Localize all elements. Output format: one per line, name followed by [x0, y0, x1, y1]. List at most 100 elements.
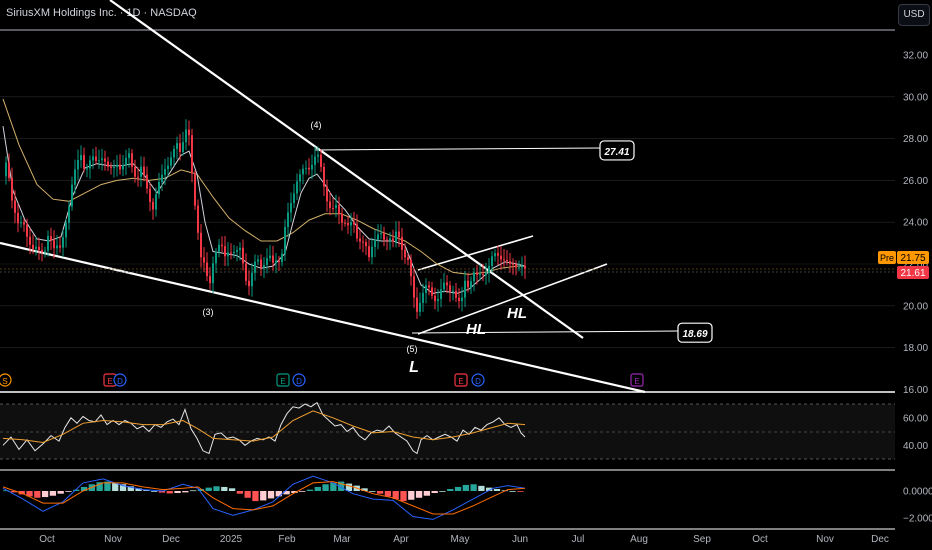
candle-body	[263, 264, 265, 268]
candle-body	[158, 181, 160, 195]
x-tick-label: Sep	[693, 534, 711, 545]
candle-body	[14, 200, 16, 213]
event-marker[interactable]	[276, 373, 290, 387]
candle-body	[257, 259, 259, 262]
candle-body	[443, 282, 445, 290]
macd-histogram-bar	[454, 486, 462, 491]
macd-tick-label: −2.000	[903, 514, 932, 525]
event-marker[interactable]	[454, 373, 468, 387]
level-line-18-69[interactable]	[411, 330, 679, 334]
candle-body	[134, 166, 136, 177]
rsi-line	[2, 401, 526, 455]
macd-histogram-bar	[127, 486, 134, 491]
price-level-box[interactable]	[599, 140, 635, 161]
candle-body	[491, 256, 493, 266]
event-marker[interactable]	[471, 373, 485, 387]
price-level-box[interactable]	[677, 322, 713, 343]
macd-histogram-bar	[10, 491, 18, 493]
candle-body	[326, 186, 328, 202]
candle-body	[290, 203, 292, 213]
event-marker[interactable]	[113, 373, 127, 387]
candle-body	[476, 272, 478, 275]
event-marker-label: D	[296, 377, 302, 386]
candle-body	[365, 241, 367, 247]
candle-body	[113, 167, 115, 169]
macd-histogram-bar	[213, 486, 220, 491]
candle-body	[482, 274, 484, 276]
candle-body	[353, 222, 355, 225]
candle-body	[200, 232, 202, 258]
falling-wedge-upper-line[interactable]	[109, 0, 584, 339]
candle-body	[107, 161, 109, 167]
header-title: SiriusXM Holdings Inc. · 1D · NASDAQ	[6, 7, 197, 19]
x-tick-label: Nov	[104, 534, 122, 545]
x-tick-label: Dec	[162, 534, 180, 545]
candle-body	[311, 164, 313, 170]
candle-body	[35, 246, 37, 249]
channel-lower-line[interactable]	[417, 263, 608, 335]
pre-badge-label: Pre	[880, 253, 894, 263]
candle-body	[218, 244, 220, 252]
event-marker-label: D	[117, 377, 123, 386]
candle-body	[245, 263, 247, 281]
candle-body	[467, 280, 469, 288]
candle-body	[131, 153, 133, 167]
macd-histogram-bar	[275, 491, 282, 497]
candle-body	[431, 287, 433, 296]
candle-body	[140, 166, 142, 177]
candle-body	[452, 290, 454, 292]
candle-body	[110, 166, 112, 168]
candle-body	[287, 212, 289, 227]
candle-body	[401, 237, 403, 250]
candle-body	[404, 249, 406, 258]
macd-histogram-bar	[462, 484, 469, 491]
y-tick-label: 16.00	[903, 385, 928, 396]
event-marker[interactable]	[0, 373, 12, 387]
candle-body	[296, 181, 298, 194]
macd-histogram-bar	[73, 489, 80, 491]
candle-body	[98, 160, 100, 162]
candle-body	[11, 177, 13, 201]
candle-body	[323, 166, 325, 187]
macd-histogram-bar	[306, 489, 314, 491]
last-price-label: 21.61	[900, 268, 925, 279]
event-marker[interactable]	[630, 373, 644, 387]
candle-body	[215, 251, 217, 264]
macd-histogram-bar	[330, 482, 337, 491]
candle-body	[122, 165, 124, 170]
event-marker[interactable]	[292, 373, 306, 387]
candle-body	[422, 292, 424, 303]
trendlines[interactable]	[0, 0, 895, 394]
candle-body	[248, 280, 250, 287]
candle-body	[524, 265, 526, 269]
candle-body	[362, 241, 364, 243]
candle-body	[488, 265, 490, 273]
event-marker-label: S	[2, 377, 7, 386]
x-tick-label: Oct	[39, 534, 55, 545]
price-level-label: 27.41	[603, 147, 629, 158]
falling-wedge-lower-line[interactable]	[0, 241, 646, 394]
candle-body	[26, 224, 28, 237]
candle-body	[305, 167, 307, 169]
candle-body	[53, 240, 55, 249]
macd-histogram-bar	[104, 481, 111, 491]
macd-histogram-bar	[41, 491, 49, 498]
candle-body	[227, 252, 229, 257]
macd-histogram-bar	[65, 491, 72, 492]
candle-body	[500, 255, 502, 260]
candle-body	[515, 264, 517, 268]
candle-body	[293, 193, 295, 204]
candle-body	[266, 258, 268, 265]
macd-histogram-bar	[400, 491, 407, 502]
level-line-27-41[interactable]	[314, 147, 601, 151]
macd-histogram-bar	[96, 482, 103, 491]
candle-body	[473, 272, 475, 282]
candle-body	[89, 160, 91, 169]
currency-button[interactable]: USD	[898, 4, 930, 26]
last-price-badge	[897, 266, 929, 279]
event-marker-label: D	[475, 377, 481, 386]
candle-body	[308, 167, 310, 170]
candle-body	[272, 255, 274, 263]
candle-body	[320, 154, 322, 167]
